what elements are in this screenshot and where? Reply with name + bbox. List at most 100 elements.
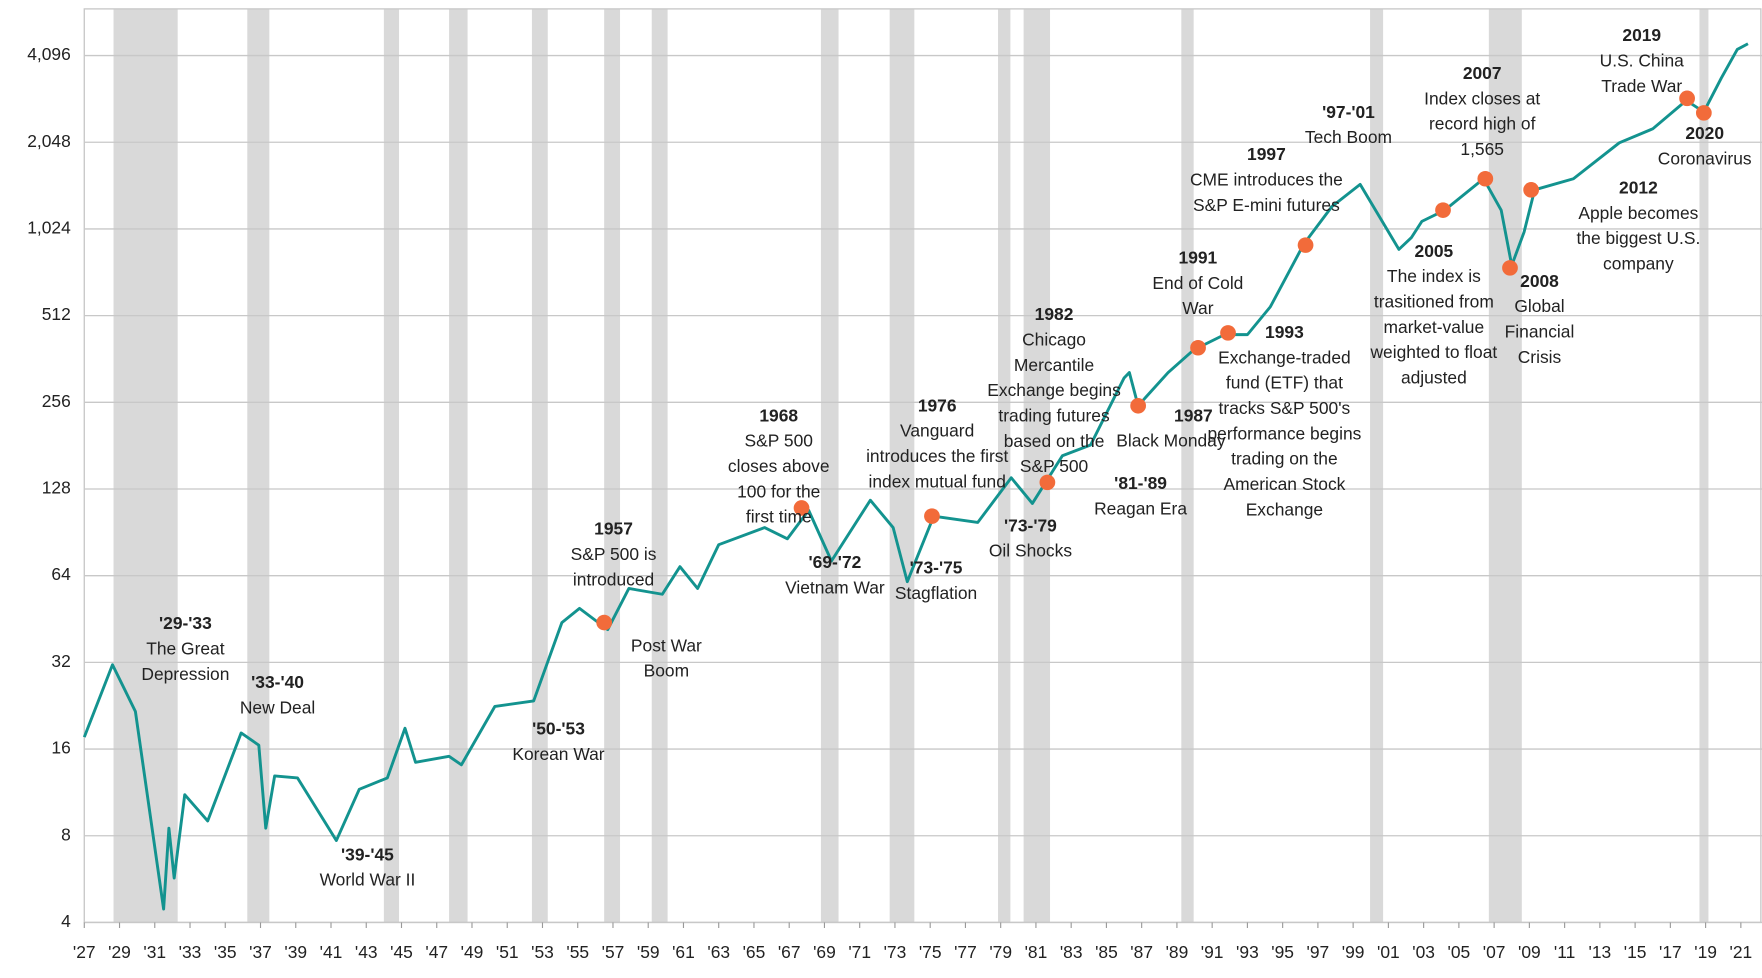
annotation-line: market-value [1384, 317, 1485, 337]
annotation-line: Post War [631, 635, 702, 655]
x-tick-label: '47 [425, 942, 448, 962]
shaded-period [531, 8, 548, 923]
annotation-line: the biggest U.S. [1576, 228, 1700, 248]
annotation-line: 100 for the [737, 481, 820, 501]
annotation-heading: '73-'79 [1004, 515, 1057, 535]
annotation-heading: 1976 [918, 395, 957, 415]
y-tick-label: 4 [61, 911, 71, 931]
annotation: 1991 End of Cold War [1152, 248, 1243, 319]
x-tick-label: '73 [884, 942, 907, 962]
x-tick-label: '07 [1483, 942, 1506, 962]
x-tick-label: '27 [73, 942, 96, 962]
event-dot [1502, 260, 1518, 276]
shaded-period [247, 8, 270, 923]
x-tick-label: '59 [637, 942, 660, 962]
annotation-line: World War II [320, 870, 416, 890]
x-tick-label: '61 [672, 942, 695, 962]
x-tick-label: '67 [778, 942, 801, 962]
annotation-line: American Stock [1223, 474, 1345, 494]
annotation-heading: '50-'53 [532, 719, 585, 739]
x-tick-label: '41 [320, 942, 343, 962]
x-tick-label: '95 [1271, 942, 1294, 962]
annotations: '29-'33 The Great Depression '33-'40 New Dea… [141, 25, 1752, 889]
x-tick-label: '09 [1518, 942, 1541, 962]
x-tick-label: '17 [1659, 942, 1682, 962]
event-dot [1523, 182, 1540, 198]
x-tick-label: '37 [249, 942, 272, 962]
event-dot [1220, 325, 1236, 341]
annotation-line: based on the [1004, 431, 1105, 451]
annotation-line: New Deal [240, 697, 315, 717]
annotation-line: End of Cold [1152, 273, 1243, 293]
x-tick-label: '29 [108, 942, 131, 962]
grid: 4 8 16 32 64 128 256 512 1,024 2,048 4,096 '27 '29 '3… [27, 8, 1762, 962]
annotation-line: Coronavirus [1658, 148, 1752, 168]
shaded-period [1023, 8, 1051, 923]
annotation-line: company [1603, 254, 1674, 274]
annotation-line: 1,565 [1460, 139, 1504, 159]
annotation-line: Reagan Era [1094, 499, 1187, 519]
annotation-line: Apple becomes [1578, 203, 1698, 223]
y-tick-label: 256 [42, 391, 71, 411]
annotation-line: Korean War [512, 744, 604, 764]
annotation-line: trasitioned from [1374, 292, 1494, 312]
x-tick-label: '87 [1130, 942, 1153, 962]
x-tick-label: '65 [743, 942, 766, 962]
annotation: 2005 The index is trasitioned from market-v… [1369, 241, 1497, 388]
event-dot [1679, 90, 1695, 107]
x-tick-label: '77 [954, 942, 977, 962]
shaded-period [449, 8, 468, 923]
x-tick-label: '71 [848, 942, 871, 962]
annotation: '39-'45 World War II [320, 844, 416, 889]
x-tick-label: '43 [355, 942, 378, 962]
annotation-line: Vietnam War [785, 577, 885, 597]
annotation-line: introduces the first [866, 446, 1008, 466]
shaded-period [113, 8, 178, 923]
event-dot [596, 614, 613, 631]
annotation-line: Index closes at [1424, 88, 1540, 108]
event-dot [1130, 398, 1147, 414]
event-dot [1039, 474, 1056, 491]
annotation-heading: 2005 [1415, 241, 1454, 261]
y-tick-label: 512 [42, 304, 71, 324]
annotation-line: trading on the [1231, 449, 1337, 469]
shaded-period [1181, 8, 1194, 923]
plot-frame [83, 8, 1762, 924]
x-tick-label: '05 [1448, 942, 1471, 962]
x-tick-label: '93 [1236, 942, 1259, 962]
annotation: '81-'89 Reagan Era [1094, 473, 1187, 518]
x-tick-label: '35 [214, 942, 237, 962]
x-tick-label: '21 [1730, 942, 1753, 962]
annotation-heading: '33-'40 [251, 672, 304, 692]
annotation-line: S&P 500 [1020, 456, 1088, 476]
annotation: 1957 S&P 500 is introduced [571, 519, 657, 590]
annotation-heading: 2007 [1463, 63, 1502, 83]
annotation-heading: 1991 [1179, 248, 1218, 268]
x-tick-label: '49 [461, 942, 484, 962]
index-line [82, 42, 1749, 911]
annotation-line: The Great [146, 639, 225, 659]
x-tick-label: '31 [143, 942, 166, 962]
x-tick-label: '85 [1095, 942, 1118, 962]
annotation: 2019 U.S. China Trade War [1600, 25, 1685, 96]
annotation-line: War [1182, 298, 1213, 318]
annotation-line: Trade War [1601, 76, 1682, 96]
event-dot [1190, 339, 1206, 356]
shaded-period [998, 8, 1011, 923]
x-tick-label: '39 [284, 942, 307, 962]
annotation: 2008 Global Financial Crisis [1505, 271, 1575, 367]
shaded-period [651, 8, 668, 923]
shaded-bands [113, 8, 1709, 923]
x-tick-label: '51 [496, 942, 519, 962]
annotation-line: index mutual fund [868, 471, 1005, 491]
annotation: 1982 Chicago Mercantile Exchange begins trad… [987, 304, 1121, 476]
x-tick-label: '79 [989, 942, 1012, 962]
annotation-heading: 1997 [1247, 144, 1286, 164]
annotation-line: Exchange [1246, 499, 1323, 519]
annotation-line: tracks S&P 500's [1219, 398, 1351, 418]
annotation-line: Vanguard [900, 421, 974, 441]
annotation-heading: '39-'45 [341, 844, 394, 864]
x-tick-label: '81 [1025, 942, 1048, 962]
event-dot [1297, 237, 1314, 253]
y-tick-label: 8 [61, 824, 71, 844]
